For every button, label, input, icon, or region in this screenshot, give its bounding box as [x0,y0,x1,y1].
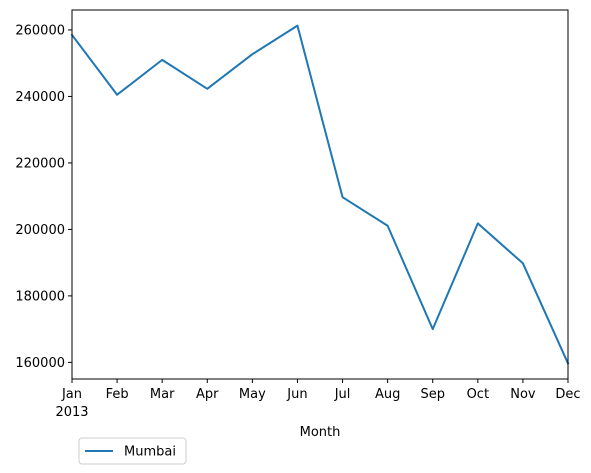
x-tick-label-jun: Jun [286,387,307,402]
y-tick-label: 160000 [15,356,65,371]
plot-area [70,24,570,365]
x-tick-label-oct: Oct [467,387,489,402]
legend-box [78,437,187,465]
x-tick-label-jan: Jan [61,387,82,402]
y-tick-label: 180000 [15,289,65,304]
y-axis: 160000 180000 200000 220000 240000 260000 [15,23,72,371]
x-tick-label-sep: Sep [420,387,445,402]
legend: Mumbai [78,437,187,465]
x-axis: Jan Feb Mar Apr May Jun Jul Aug Sep Oct Nov Dec 2013 [55,379,581,420]
x-tick-label-may: May [239,387,266,402]
y-tick-label: 200000 [15,223,65,238]
x-tick-label-apr: Apr [196,387,219,402]
x-tick-label-dec: Dec [555,387,580,402]
x-tick-label-feb: Feb [106,387,129,402]
x-tick-label-aug: Aug [375,387,400,402]
y-tick-label: 220000 [15,156,65,171]
series-line-mumbai [70,24,570,365]
axes-frame [71,9,569,380]
x-tick-label-jul: Jul [334,387,351,402]
x-year-label: 2013 [55,405,88,420]
y-tick-label: 240000 [15,90,65,105]
x-axis-title: Month [300,425,341,440]
x-tick-label-mar: Mar [150,387,175,402]
x-tick-label-nov: Nov [510,387,536,402]
y-tick-label: 260000 [15,23,65,38]
legend-label: Mumbai [124,445,176,460]
